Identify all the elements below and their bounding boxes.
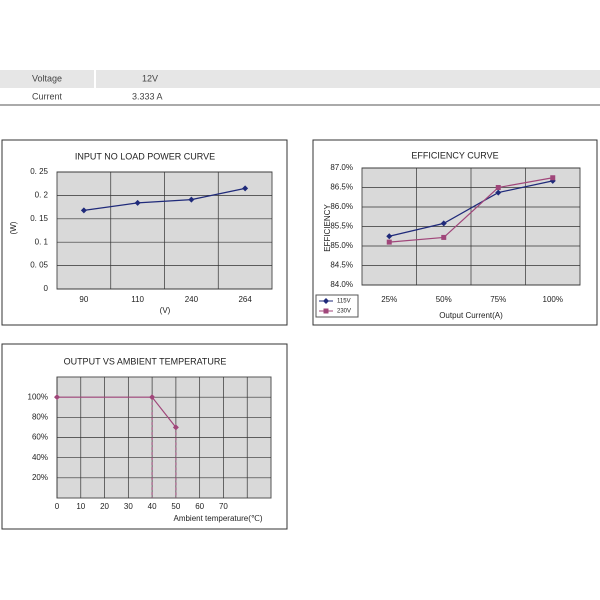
y-tick-label: 0. 2 xyxy=(35,191,49,200)
y-tick-label: 0. 05 xyxy=(30,261,48,270)
marker xyxy=(495,189,502,196)
x-axis-label: Output Current(A) xyxy=(439,311,503,320)
table-cell: 12V xyxy=(142,73,158,83)
y-tick-label: 84.5% xyxy=(330,261,353,270)
x-tick-label: 50 xyxy=(171,502,180,511)
x-tick-label: 0 xyxy=(55,502,60,511)
chart-frame xyxy=(1,139,288,326)
y-tick-label: 0 xyxy=(44,284,49,293)
y-tick-label: 86.5% xyxy=(330,183,353,192)
y-tick-label: 85.0% xyxy=(330,241,353,250)
marker xyxy=(323,298,329,304)
chart-title: INPUT NO LOAD POWER CURVE xyxy=(75,151,215,161)
x-axis-label: Ambient temperature(℃) xyxy=(173,514,262,523)
marker xyxy=(134,199,141,206)
marker xyxy=(441,234,447,240)
marker xyxy=(149,394,156,401)
table-cell: Current xyxy=(32,91,63,101)
y-tick-label: 84.0% xyxy=(330,280,353,289)
table-cell: 3.333 A xyxy=(132,91,163,101)
series-line xyxy=(389,180,553,237)
y-axis-label: EFFICIENCY xyxy=(323,204,332,252)
marker xyxy=(323,308,329,314)
y-tick-label: 20% xyxy=(32,473,48,482)
marker xyxy=(54,394,60,401)
chart-title: EFFICIENCY CURVE xyxy=(411,150,498,160)
y-tick-label: 85.5% xyxy=(330,222,353,231)
marker xyxy=(495,185,501,190)
chart-title: OUTPUT VS AMBIENT TEMPERATURE xyxy=(64,356,227,366)
table-row-bg xyxy=(0,70,600,88)
x-tick-label: 240 xyxy=(185,295,199,304)
marker xyxy=(172,424,179,431)
x-tick-label: 20 xyxy=(100,502,109,511)
table-cell: Voltage xyxy=(32,73,62,83)
series-line xyxy=(389,177,553,243)
marker xyxy=(188,196,195,203)
chart-frame xyxy=(1,343,288,530)
marker xyxy=(440,220,447,227)
x-tick-label: 25% xyxy=(381,295,397,304)
y-tick-label: 100% xyxy=(28,392,48,401)
y-tick-label: 40% xyxy=(32,453,48,462)
marker xyxy=(386,233,393,240)
y-tick-label: 86.0% xyxy=(330,202,353,211)
marker xyxy=(80,207,87,214)
marker xyxy=(550,175,556,181)
x-tick-label: 70 xyxy=(219,502,228,511)
legend-label: 115V xyxy=(337,299,351,305)
x-tick-label: 30 xyxy=(124,502,133,511)
x-tick-label: 10 xyxy=(76,502,85,511)
marker xyxy=(386,239,392,245)
legend-label: 230V xyxy=(337,309,351,315)
y-tick-label: 60% xyxy=(32,433,48,442)
y-axis-label: (W) xyxy=(9,221,18,234)
x-tick-label: 90 xyxy=(79,295,88,304)
x-tick-label: 60 xyxy=(195,502,204,511)
x-tick-label: 75% xyxy=(490,295,506,304)
marker xyxy=(242,185,249,192)
y-tick-label: 80% xyxy=(32,412,48,421)
y-tick-label: 0. 15 xyxy=(30,214,48,223)
x-tick-label: 110 xyxy=(131,295,144,304)
y-tick-label: 0. 1 xyxy=(35,237,49,246)
series-line xyxy=(83,187,246,211)
y-tick-label: 87.0% xyxy=(330,163,353,172)
x-tick-label: 50% xyxy=(436,295,452,304)
chart-frame xyxy=(312,139,598,326)
x-tick-label: 40 xyxy=(148,502,157,511)
x-axis-label: (V) xyxy=(160,306,171,315)
x-tick-label: 264 xyxy=(238,295,252,304)
y-tick-label: 0. 25 xyxy=(30,167,48,176)
x-tick-label: 100% xyxy=(543,295,563,304)
